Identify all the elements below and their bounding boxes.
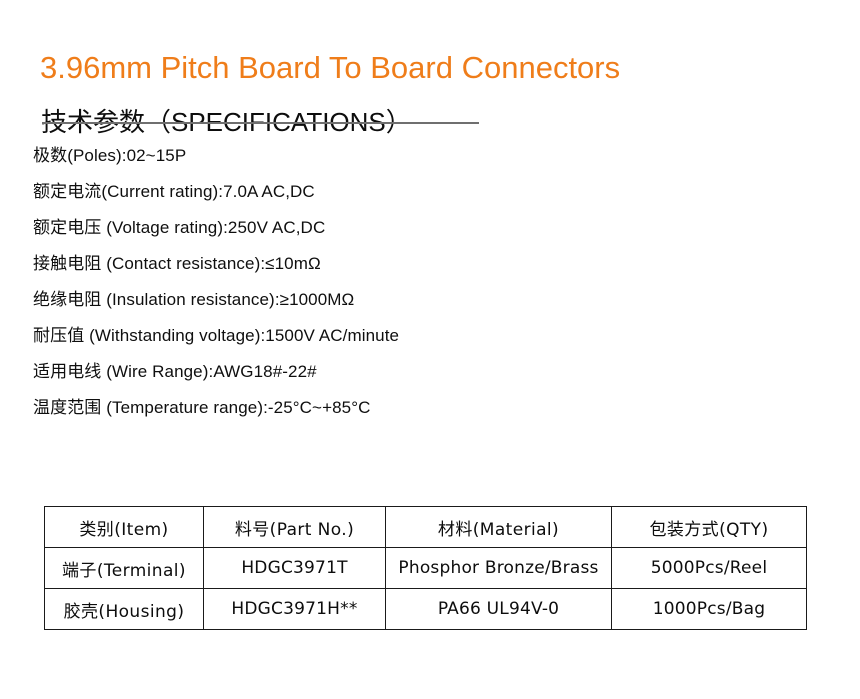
spec-line-temperature-range: 温度范围 (Temperature range):-25°C~+85°C: [33, 398, 371, 417]
parts-table-container: 类别(Item) 料号(Part No.) 材料(Material) 包装方式(…: [44, 506, 807, 630]
section-heading-divider: [42, 122, 479, 124]
table-row: 端子(Terminal) HDGC3971T Phosphor Bronze/B…: [44, 547, 807, 589]
table-header-material: 材料(Material): [385, 506, 612, 548]
table-header-part-no: 料号(Part No.): [203, 506, 386, 548]
table-cell-material: PA66 UL94V-0: [385, 588, 612, 630]
table-header-item-label: 类别(Item): [79, 519, 169, 540]
parts-table: 类别(Item) 料号(Part No.) 材料(Material) 包装方式(…: [44, 506, 807, 630]
table-cell-item-text: 胶壳(Housing): [63, 601, 185, 622]
spec-line-insulation-resistance: 绝缘电阻 (Insulation resistance):≥1000MΩ: [33, 290, 355, 309]
table-cell-qty-text: 1000Pcs/Bag: [652, 599, 766, 619]
table-header-item: 类别(Item): [44, 506, 204, 548]
table-cell-part-no: HDGC3971T: [203, 547, 386, 589]
table-cell-item-text: 端子(Terminal): [62, 560, 186, 581]
spec-line-poles: 极数(Poles):02~15P: [33, 146, 187, 165]
table-cell-part-no-text: HDGC3971H**: [231, 599, 358, 619]
spec-line-withstanding-voltage: 耐压值 (Withstanding voltage):1500V AC/minu…: [33, 326, 400, 345]
spec-line-current-rating: 额定电流(Current rating):7.0A AC,DC: [33, 182, 315, 201]
table-cell-qty: 5000Pcs/Reel: [611, 547, 807, 589]
table-cell-material-text: Phosphor Bronze/Brass: [398, 558, 599, 578]
specifications-section-heading: 技术参数（SPECIFICATIONS）: [41, 106, 412, 137]
table-header-qty-label: 包装方式(QTY): [649, 519, 769, 540]
page-title: 3.96mm Pitch Board To Board Connectors: [40, 49, 621, 85]
table-cell-item: 端子(Terminal): [44, 547, 204, 589]
table-header-material-label: 材料(Material): [437, 519, 560, 540]
table-header-row: 类别(Item) 料号(Part No.) 材料(Material) 包装方式(…: [44, 506, 807, 548]
table-cell-part-no: HDGC3971H**: [203, 588, 386, 630]
table-cell-material-text: PA66 UL94V-0: [437, 599, 560, 619]
spec-line-contact-resistance: 接触电阻 (Contact resistance):≤10mΩ: [33, 254, 321, 273]
specifications-list: 极数(Poles):02~15P 额定电流(Current rating):7.…: [33, 138, 733, 426]
table-header-qty: 包装方式(QTY): [611, 506, 807, 548]
spec-line-voltage-rating: 额定电压 (Voltage rating):250V AC,DC: [33, 218, 326, 237]
table-row: 胶壳(Housing) HDGC3971H** PA66 UL94V-0 100…: [44, 588, 807, 630]
table-cell-qty: 1000Pcs/Bag: [611, 588, 807, 630]
table-cell-qty-text: 5000Pcs/Reel: [650, 558, 768, 578]
table-cell-part-no-text: HDGC3971T: [241, 558, 348, 578]
table-header-part-no-label: 料号(Part No.): [234, 519, 355, 540]
spec-line-wire-range: 适用电线 (Wire Range):AWG18#-22#: [33, 362, 317, 381]
table-cell-item: 胶壳(Housing): [44, 588, 204, 630]
table-cell-material: Phosphor Bronze/Brass: [385, 547, 612, 589]
